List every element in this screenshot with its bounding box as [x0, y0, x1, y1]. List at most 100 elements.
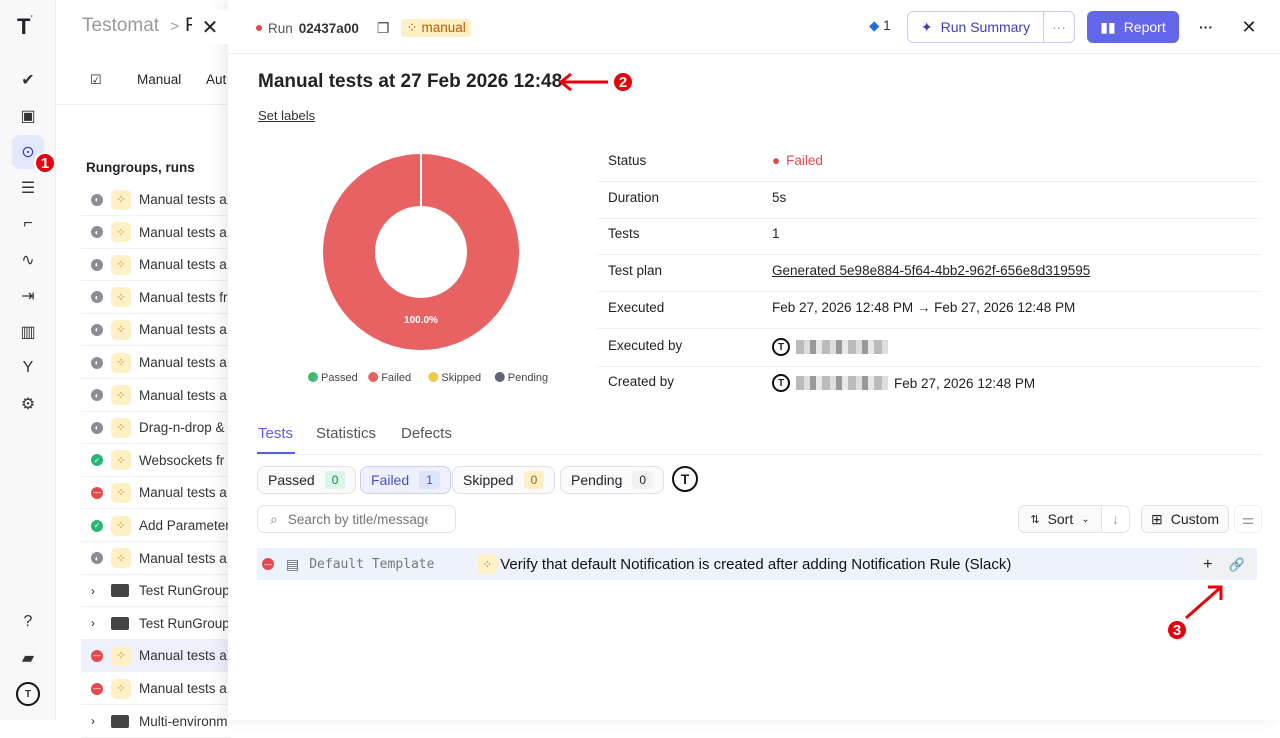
report-button[interactable]: ▮▮ Report: [1087, 11, 1179, 43]
detail-created-by: T Feb 27, 2026 12:48 PM: [772, 374, 1035, 392]
run-title: Test RunGroup: [139, 615, 230, 631]
detail-value: Feb 27, 2026 12:48 PM → Feb 27, 2026 12:…: [772, 300, 1076, 315]
sort-button[interactable]: ⇅ Sort ⌄: [1018, 505, 1102, 533]
manual-icon: ⁘: [111, 319, 131, 340]
run-title: Manual tests fr: [139, 289, 228, 305]
jira-link[interactable]: ◆ 1: [869, 18, 891, 34]
search-field[interactable]: [287, 511, 428, 527]
check-icon[interactable]: ✔: [21, 72, 35, 89]
run-list-item[interactable]: — ⁘ Manual tests a: [81, 477, 231, 510]
testomat-logo[interactable]: T': [17, 14, 33, 39]
row-divider: [597, 366, 1262, 367]
manual-icon: ⁘: [111, 548, 131, 569]
list-check-icon[interactable]: ☰: [20, 180, 36, 197]
run-title: Manual tests a: [139, 257, 227, 273]
chevron-right-icon[interactable]: ›: [91, 714, 95, 729]
run-summary-more-button[interactable]: ···: [1043, 11, 1075, 43]
copy-icon[interactable]: ❐: [376, 19, 390, 36]
legend-pending[interactable]: Pending: [494, 372, 548, 384]
manual-icon: ⁘: [111, 645, 131, 666]
failed-status-icon: —: [91, 682, 103, 695]
breadcrumb: Testomat > F: [82, 15, 197, 37]
detail-test-plan[interactable]: Generated 5e98e884-5f64-4bb2-962f-656e8d…: [772, 263, 1090, 278]
tab-defects[interactable]: Defects: [401, 425, 452, 442]
run-list-item[interactable]: ◐ ⁘ Manual tests a: [81, 184, 231, 216]
row-divider: [597, 328, 1262, 329]
count-badge: 1: [419, 471, 440, 489]
run-title: Manual tests a: [139, 648, 227, 664]
runs-panel: Testomat > F ☑ Manual Aut Rungroups, runs…: [56, 0, 234, 738]
sort-label: Sort: [1047, 511, 1074, 527]
close-panel-icon[interactable]: ✕: [192, 10, 228, 44]
run-list-item[interactable]: — ⁘ Manual tests a: [81, 640, 231, 673]
search-input[interactable]: ⌕: [257, 505, 456, 533]
breadcrumb-project[interactable]: Testomat: [82, 15, 160, 36]
run-list-item[interactable]: ◐ ⁘ Manual tests a: [81, 217, 231, 249]
run-list-item[interactable]: ◐ ⁘ Manual tests fr: [81, 282, 231, 314]
tab-automated[interactable]: Aut: [206, 72, 227, 87]
run-list-item[interactable]: ◐ ⁘ Manual tests a: [81, 347, 231, 379]
run-summary-button[interactable]: ✦ Run Summary: [907, 11, 1044, 43]
svg-text:Skipped: Skipped: [441, 372, 481, 384]
link-icon[interactable]: 🔗: [1228, 557, 1245, 572]
play-circle-icon[interactable]: ⊙: [12, 135, 44, 169]
plus-icon[interactable]: +: [1203, 556, 1213, 573]
set-labels-link[interactable]: Set labels: [258, 108, 316, 123]
legend-failed[interactable]: Failed: [368, 372, 411, 384]
close-icon[interactable]: ✕: [1241, 16, 1257, 37]
sort-direction-button[interactable]: ↓: [1101, 505, 1130, 533]
tab-statistics[interactable]: Statistics: [316, 425, 377, 442]
help-icon[interactable]: ?: [23, 613, 33, 630]
run-list-item[interactable]: ◐ ⁘ Manual tests a: [81, 543, 231, 575]
row-divider: [597, 254, 1262, 255]
detail-tests: 1: [772, 226, 780, 241]
run-list-item[interactable]: ✓ ⁘ Websockets fr: [81, 445, 231, 477]
import-icon[interactable]: ⇥: [21, 288, 35, 305]
gear-icon[interactable]: ⚙: [20, 396, 36, 413]
run-list-item[interactable]: ◐ ⁘ Manual tests a: [81, 380, 231, 412]
tabs-divider: [257, 454, 1262, 455]
svg-text:Passed: Passed: [321, 372, 358, 384]
breadcrumb-separator: >: [170, 18, 180, 35]
checklist-icon[interactable]: ☑: [90, 72, 102, 87]
run-title: Manual tests a: [139, 355, 227, 370]
run-list-item[interactable]: › Test RunGroup: [81, 608, 231, 640]
detail-value: Failed: [786, 153, 823, 168]
failed-status-icon: —: [91, 486, 103, 499]
chevron-right-icon[interactable]: ›: [91, 616, 95, 631]
pulse-icon[interactable]: ∿: [21, 252, 35, 269]
branch-icon[interactable]: Y: [22, 359, 34, 376]
manual-icon: ⁘: [111, 450, 131, 471]
more-icon[interactable]: ···: [1199, 19, 1213, 35]
run-list-item[interactable]: ◐ ⁘ Drag-n-drop &: [81, 412, 231, 445]
chevron-down-icon: ⌄: [1081, 513, 1090, 525]
count-badge: 0: [324, 471, 346, 489]
legend-skipped[interactable]: Skipped: [428, 372, 481, 384]
run-list-item[interactable]: › Multi-environm: [81, 706, 231, 738]
briefcase-check-icon[interactable]: ▣: [20, 108, 36, 125]
custom-view-button[interactable]: ⊞ Custom: [1141, 505, 1229, 533]
test-row[interactable]: — ▤ Default Template ⁘ Verify that defau…: [257, 548, 1257, 580]
run-list-item[interactable]: ✓ ⁘ Add Parameter: [81, 510, 231, 542]
filter-pending[interactable]: Pending 0: [560, 466, 665, 494]
chart-icon[interactable]: ▥: [20, 324, 36, 341]
filter-failed[interactable]: Failed 1: [360, 466, 451, 494]
user-filter-avatar[interactable]: T: [672, 466, 698, 492]
run-list-item[interactable]: ◐ ⁘ Manual tests a: [81, 249, 231, 282]
run-list-item[interactable]: ◐ ⁘ Manual tests a: [81, 314, 231, 347]
chevron-right-icon[interactable]: ›: [91, 583, 95, 598]
filter-passed[interactable]: Passed 0: [257, 466, 357, 494]
breadcrumb-page: F: [185, 15, 197, 36]
tab-manual[interactable]: Manual: [137, 72, 182, 87]
folders-icon[interactable]: ▰: [21, 650, 35, 667]
tab-tests[interactable]: Tests: [258, 425, 294, 442]
run-list-item[interactable]: › Test RunGroup: [81, 575, 231, 608]
legend-passed[interactable]: Passed: [308, 372, 358, 384]
run-title: Add Parameter: [139, 518, 230, 533]
filter-skipped[interactable]: Skipped 0: [452, 466, 556, 494]
settings-sliders-icon[interactable]: ⚌: [1234, 505, 1262, 533]
run-list-item[interactable]: — ⁘ Manual tests a: [81, 673, 231, 705]
avatar-icon[interactable]: T: [12, 678, 44, 710]
report-label: Report: [1123, 19, 1166, 35]
stairs-icon[interactable]: ⌐: [23, 215, 33, 232]
